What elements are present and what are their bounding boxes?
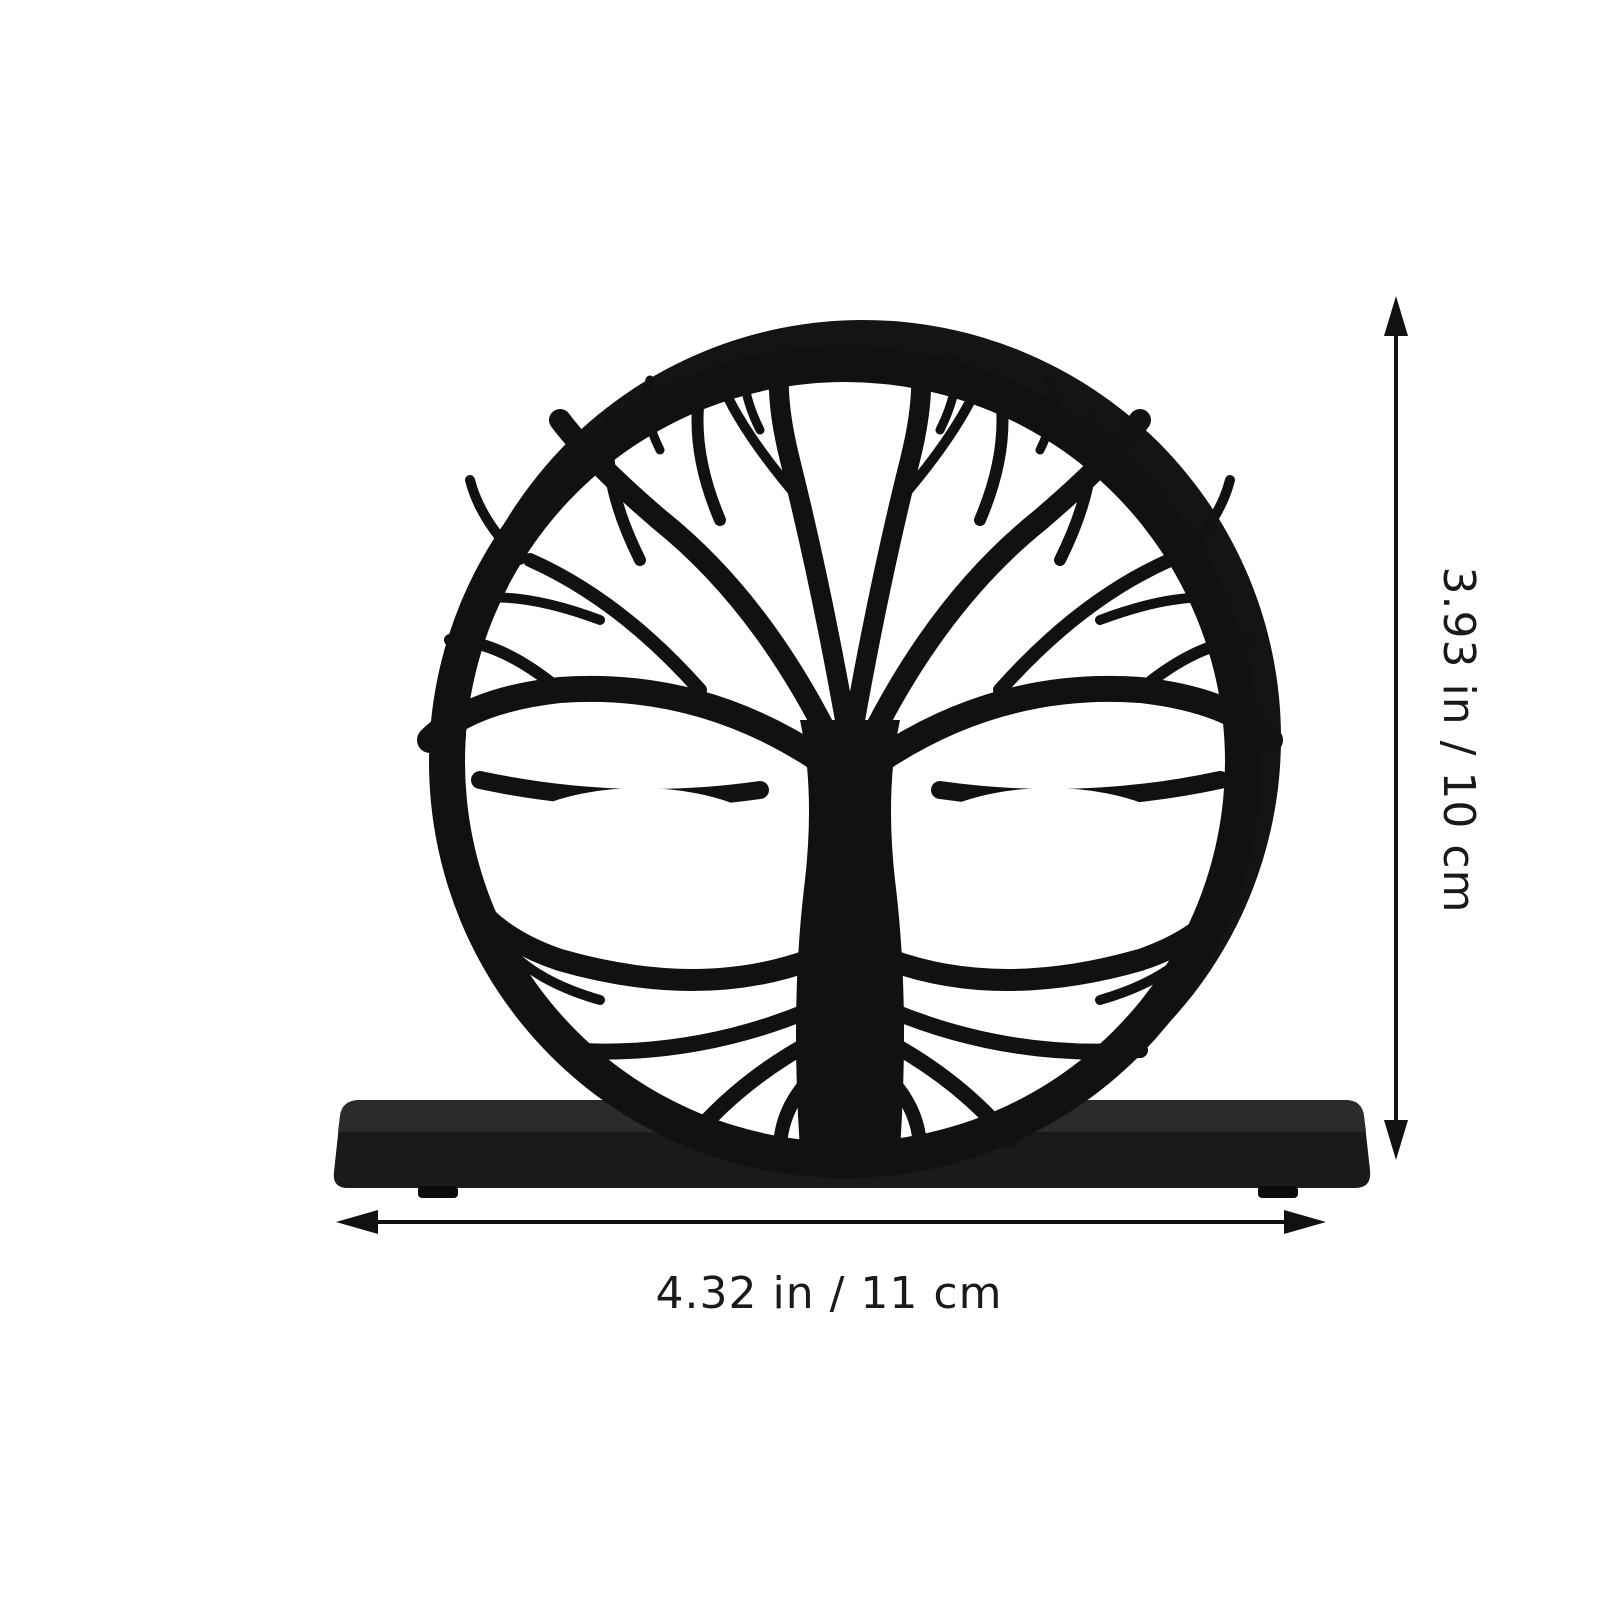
arrow-up-icon xyxy=(1384,296,1408,336)
foot-left xyxy=(418,1186,458,1198)
napkin-holder xyxy=(333,320,1371,1198)
arrow-down-icon xyxy=(1384,1120,1408,1160)
arrow-left-icon xyxy=(336,1210,378,1234)
width-dimension-arrow xyxy=(336,1210,1326,1234)
height-dimension-arrow xyxy=(1384,296,1408,1160)
arrow-right-icon xyxy=(1284,1210,1326,1234)
width-label: 4.32 in / 11 cm xyxy=(655,1268,1003,1319)
tree-of-life-icon xyxy=(417,350,1283,1157)
foot-right xyxy=(1258,1186,1298,1198)
height-label: 3.93 in / 10 cm xyxy=(1433,566,1484,914)
left-opening xyxy=(490,788,790,932)
right-opening xyxy=(900,788,1200,932)
